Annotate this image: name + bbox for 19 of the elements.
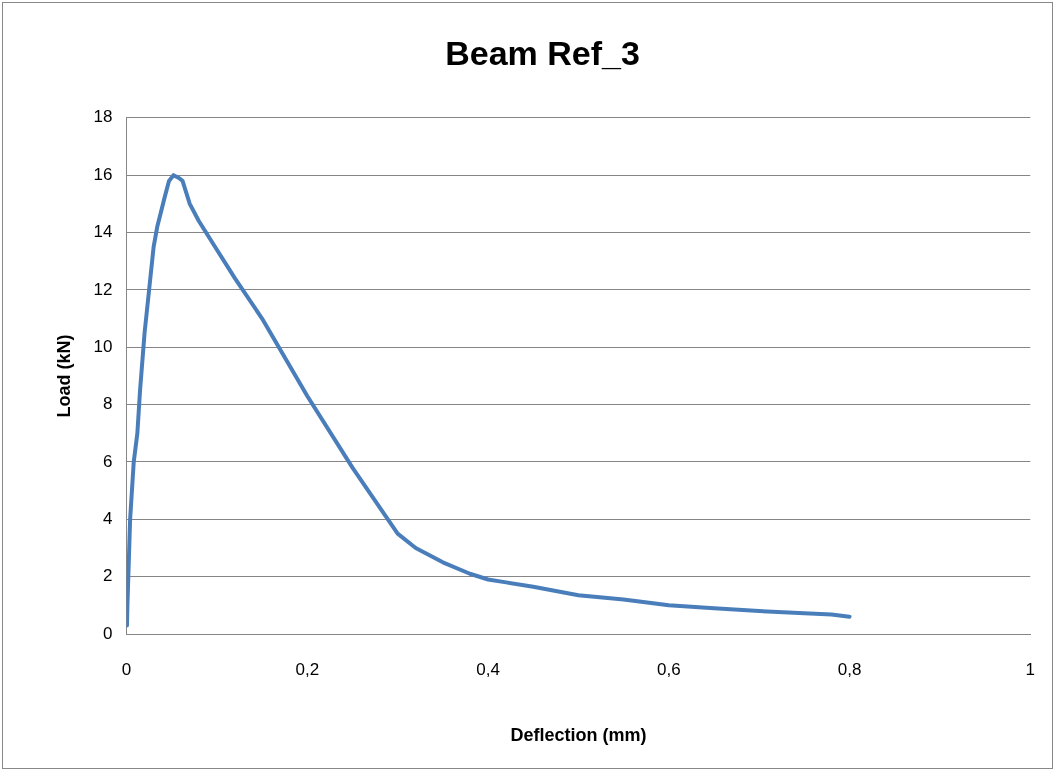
y-tick-label: 0 <box>103 623 113 643</box>
y-tick-label: 14 <box>93 222 113 242</box>
x-tick-label: 1 <box>1025 659 1036 679</box>
y-axis-title: Load (kN) <box>53 334 74 418</box>
y-tick-label: 12 <box>93 279 113 299</box>
x-tick-label: 0,6 <box>656 659 681 679</box>
y-tick-label: 16 <box>93 164 113 184</box>
x-axis-title: Deflection (mm) <box>510 725 647 746</box>
x-tick-label: 0,4 <box>476 659 500 679</box>
y-tick-label: 18 <box>93 107 113 127</box>
y-tick-label: 4 <box>103 508 113 528</box>
y-tick-label: 10 <box>93 336 113 356</box>
y-tick-label: 8 <box>103 394 113 414</box>
y-tick-label: 2 <box>103 566 113 586</box>
chart-title: Beam Ref_3 <box>445 33 640 72</box>
x-tick-label: 0 <box>121 659 132 679</box>
y-tick-label: 6 <box>103 451 113 471</box>
x-tick-label: 0,2 <box>295 659 320 679</box>
x-tick-label: 0,8 <box>837 659 862 679</box>
